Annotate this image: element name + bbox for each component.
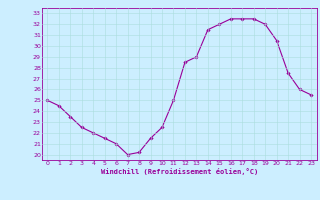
X-axis label: Windchill (Refroidissement éolien,°C): Windchill (Refroidissement éolien,°C)	[100, 168, 258, 175]
